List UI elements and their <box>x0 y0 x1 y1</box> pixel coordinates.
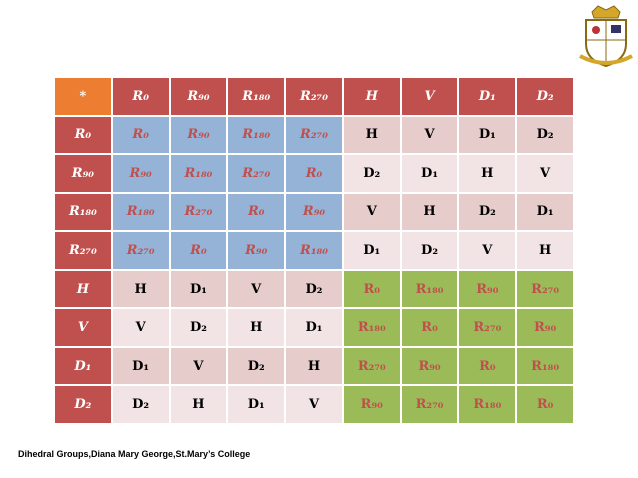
table-cell: V <box>342 192 401 232</box>
row-header-cell: R₁₈₀ <box>54 192 112 232</box>
table-cell: D₂ <box>227 346 286 386</box>
table-cell: D₁ <box>111 346 170 386</box>
table-cell: R₀ <box>169 231 228 270</box>
table-cell: R₉₀ <box>227 231 286 270</box>
table-cell: D₂ <box>169 308 228 347</box>
table-cell: R₁₈₀ <box>169 154 228 193</box>
table-cell: D₁ <box>169 269 228 309</box>
table-cell: D₁ <box>227 385 286 424</box>
table-cell: R₉₀ <box>285 192 343 232</box>
row-header-cell: R₂₇₀ <box>54 231 112 270</box>
table-cell: D₂ <box>285 269 343 309</box>
table-cell: D₁ <box>458 115 517 155</box>
header-cell: R₂₇₀ <box>285 77 343 116</box>
table-cell: H <box>227 308 286 347</box>
table-cell: R₁₈₀ <box>285 231 343 270</box>
table-cell: R₁₈₀ <box>342 308 401 347</box>
table-cell: R₂₇₀ <box>516 269 574 309</box>
table-cell: D₁ <box>342 231 401 270</box>
table-cell: D₁ <box>285 308 343 347</box>
table-cell: R₁₈₀ <box>111 192 170 232</box>
table-cell: R₉₀ <box>400 346 459 386</box>
table-cell: R₁₈₀ <box>400 269 459 309</box>
table-cell: V <box>227 269 286 309</box>
table-cell: V <box>458 231 517 270</box>
table-cell: R₁₈₀ <box>516 346 574 386</box>
table-cell: R₉₀ <box>516 308 574 347</box>
table-cell: D₂ <box>111 385 170 424</box>
row-header-cell: D₂ <box>54 385 112 424</box>
header-cell: D₁ <box>458 77 517 116</box>
table-cell: R₀ <box>458 346 517 386</box>
table-cell: H <box>169 385 228 424</box>
college-logo <box>579 5 633 68</box>
table-cell: R₂₇₀ <box>342 346 401 386</box>
table-cell: R₂₇₀ <box>111 231 170 270</box>
table-cell: H <box>111 269 170 309</box>
table-cell: R₉₀ <box>169 115 228 155</box>
table-cell: R₉₀ <box>458 269 517 309</box>
table-cell: V <box>400 115 459 155</box>
header-cell: R₉₀ <box>169 77 228 116</box>
row-header-cell: V <box>54 308 112 347</box>
table-cell: D₁ <box>516 192 574 232</box>
table-cell: H <box>458 154 517 193</box>
row-header-cell: R₉₀ <box>54 154 112 193</box>
table-cell: R₁₈₀ <box>458 385 517 424</box>
header-cell: R₁₈₀ <box>227 77 286 116</box>
table-cell: D₁ <box>400 154 459 193</box>
table-cell: H <box>516 231 574 270</box>
cayley-table: * R₀ R₉₀ R₁₈₀ R₂₇₀ H V D₁ D₂ R₀ R₀ R₉₀ R₁₈₀ R₂₇₀ H V D₁ D… <box>54 77 574 424</box>
table-cell: V <box>111 308 170 347</box>
header-cell: R₀ <box>111 77 170 116</box>
table-cell: H <box>285 346 343 386</box>
header-cell: D₂ <box>516 77 574 116</box>
table-cell: R₀ <box>227 192 286 232</box>
table-cell: R₀ <box>285 154 343 193</box>
table-cell: D₂ <box>458 192 517 232</box>
table-cell: D₂ <box>516 115 574 155</box>
table-cell: D₂ <box>400 231 459 270</box>
table-cell: R₀ <box>111 115 170 155</box>
table-cell: D₂ <box>342 154 401 193</box>
table-cell: H <box>400 192 459 232</box>
table-cell: H <box>342 115 401 155</box>
table-cell: R₉₀ <box>111 154 170 193</box>
header-cell: V <box>400 77 459 116</box>
table-cell: R₂₇₀ <box>400 385 459 424</box>
row-header-cell: H <box>54 269 112 309</box>
row-header-cell: D₁ <box>54 346 112 386</box>
table-cell: R₂₇₀ <box>458 308 517 347</box>
header-cell: H <box>342 77 401 116</box>
table-cell: R₀ <box>342 269 401 309</box>
table-cell: V <box>169 346 228 386</box>
table-cell: R₂₇₀ <box>169 192 228 232</box>
footer: Dihedral Groups,Diana Mary George,St.Mar… <box>18 449 251 459</box>
table-cell: R₂₇₀ <box>285 115 343 155</box>
table-cell: R₉₀ <box>342 385 401 424</box>
table-cell: R₀ <box>516 385 574 424</box>
table-cell: V <box>285 385 343 424</box>
row-header-cell: R₀ <box>54 115 112 155</box>
table-cell: R₁₈₀ <box>227 115 286 155</box>
table-cell: R₀ <box>400 308 459 347</box>
header-cell: * <box>54 77 112 116</box>
table-cell: V <box>516 154 574 193</box>
table-cell: R₂₇₀ <box>227 154 286 193</box>
